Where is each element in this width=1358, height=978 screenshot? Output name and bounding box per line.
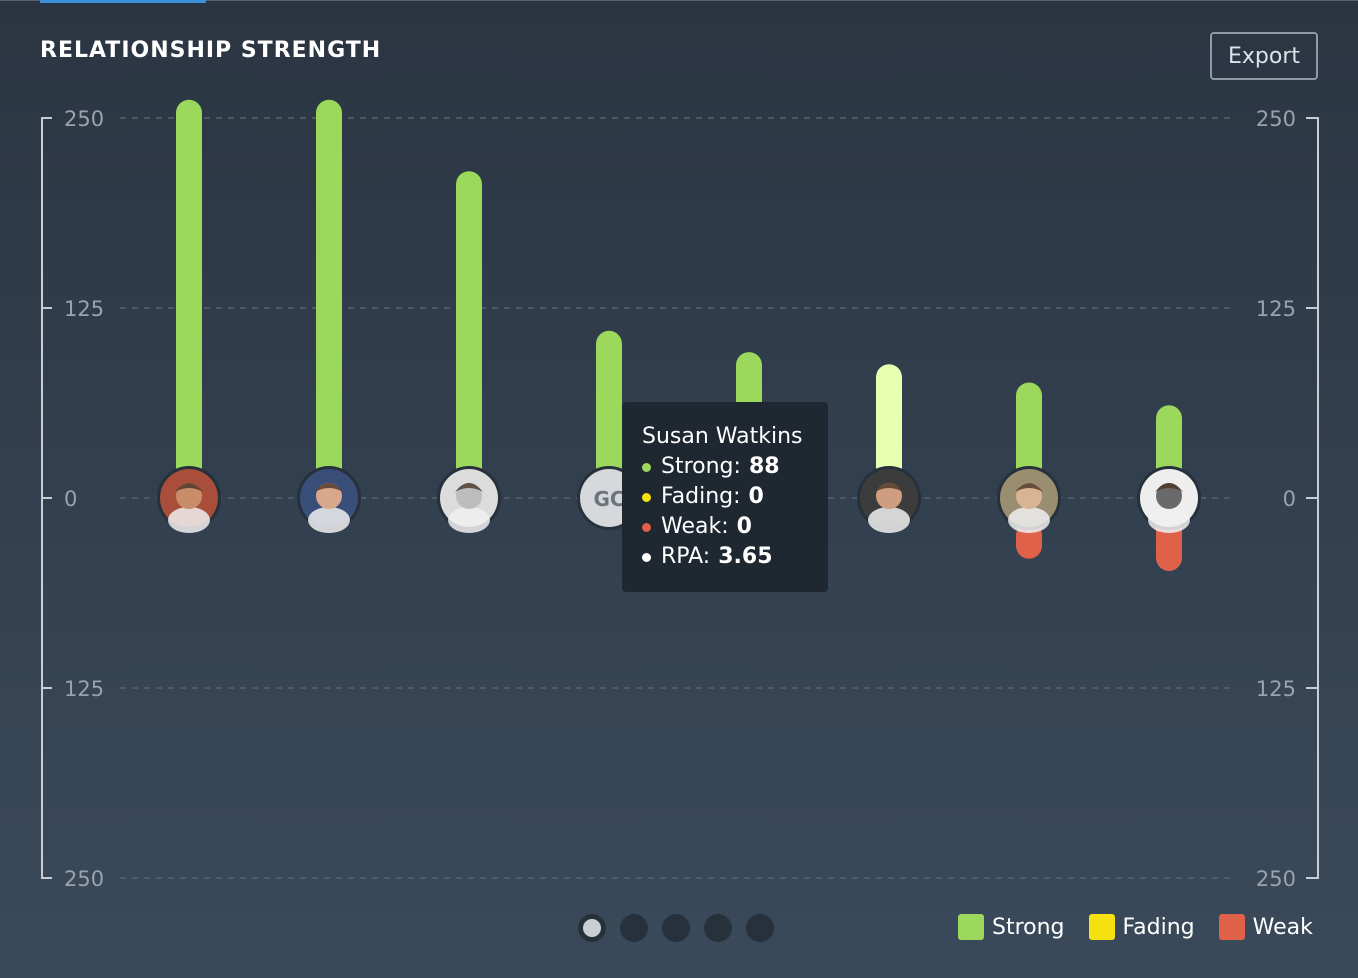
legend-label: Weak [1252, 914, 1313, 940]
tooltip-name: Susan Watkins [642, 424, 803, 449]
tooltip-value: 88 [748, 454, 780, 479]
chart-title: RELATIONSHIP STRENGTH [40, 38, 382, 63]
avatar[interactable] [860, 469, 918, 533]
avatar-face [176, 483, 202, 509]
y-tick-label-right: 125 [1256, 677, 1296, 701]
legend-label: Fading [1122, 914, 1195, 940]
page-dot-5[interactable] [746, 914, 774, 942]
tooltip-row-fading: Fading: 0 [642, 482, 808, 512]
avatar[interactable] [1000, 469, 1058, 533]
avatar-face [456, 483, 482, 509]
avatar-hair [875, 483, 903, 492]
avatar-hair [1015, 483, 1043, 492]
avatar-shoulders [868, 507, 910, 533]
tooltip-label: Fading: [661, 484, 741, 509]
y-tick-label-left: 250 [64, 867, 104, 891]
tooltip-label: Strong: [661, 454, 741, 479]
avatar-initials-text: GC [593, 487, 624, 511]
y-tick-label-left: 0 [64, 487, 77, 511]
tooltip-label: Weak: [661, 514, 729, 539]
weak-dot-icon [642, 522, 651, 532]
page-dot-2[interactable] [620, 914, 648, 942]
legend-item-weak[interactable]: Weak [1218, 914, 1313, 940]
fading-dot-icon [642, 492, 651, 502]
page-dot-4[interactable] [704, 914, 732, 942]
avatar-hair [175, 483, 203, 492]
avatar-face [1016, 483, 1042, 509]
avatar-shoulders [448, 507, 490, 533]
y-tick-label-left: 125 [64, 297, 104, 321]
legend-swatch-weak [1218, 914, 1245, 940]
y-tick-label-right: 250 [1256, 867, 1296, 891]
avatar[interactable] [300, 469, 358, 533]
avatar-face [876, 483, 902, 509]
avatar-face [1156, 483, 1182, 509]
rpa-dot-icon [642, 552, 651, 562]
tooltip-value: 0 [748, 484, 764, 509]
top-border [0, 0, 1358, 1]
active-tab-indicator [40, 0, 206, 3]
avatar-shoulders [168, 507, 210, 533]
legend-label: Strong [992, 914, 1065, 940]
chart-tooltip: Susan Watkins Strong: 88 Fading: 0 Weak:… [622, 402, 828, 592]
avatar[interactable] [1140, 469, 1198, 533]
avatar-face [316, 483, 342, 509]
y-tick-label-right: 250 [1256, 107, 1296, 131]
avatar-shoulders [308, 507, 350, 533]
avatar-shoulders [1148, 507, 1190, 533]
bar-strong[interactable] [876, 364, 902, 498]
export-button[interactable]: Export [1210, 32, 1318, 80]
legend-item-fading[interactable]: Fading [1088, 914, 1195, 940]
tooltip-value: 3.65 [718, 544, 773, 569]
avatar-hair [1155, 483, 1183, 492]
legend-swatch-strong [958, 914, 984, 940]
avatar[interactable] [440, 469, 498, 533]
y-tick-label-right: 125 [1256, 297, 1296, 321]
bar-strong[interactable] [316, 99, 342, 498]
tooltip-row-weak: Weak: 0 [642, 512, 808, 542]
avatar[interactable] [160, 469, 218, 533]
y-tick-label-right: 0 [1283, 487, 1296, 511]
tooltip-row-strong: Strong: 88 [642, 452, 808, 482]
avatar-shoulders [1008, 507, 1050, 533]
tooltip-label: RPA: [661, 544, 711, 569]
avatar-hair [315, 483, 343, 492]
avatar-hair [455, 483, 483, 492]
tooltip-value: 0 [736, 514, 752, 539]
legend-swatch-fading [1088, 914, 1115, 940]
chart-legend: Strong Fading Weak [958, 914, 1313, 940]
page-dot-1[interactable] [578, 914, 606, 942]
bar-strong[interactable] [176, 99, 202, 498]
page-dot-3[interactable] [662, 914, 690, 942]
tooltip-row-rpa: RPA: 3.65 [642, 542, 808, 572]
legend-item-strong[interactable]: Strong [958, 914, 1065, 940]
y-tick-label-left: 125 [64, 677, 104, 701]
pagination-dots [578, 914, 774, 942]
bar-strong[interactable] [596, 330, 622, 498]
strong-dot-icon [642, 462, 651, 472]
bar-strong[interactable] [456, 171, 482, 498]
y-tick-label-left: 250 [64, 107, 104, 131]
